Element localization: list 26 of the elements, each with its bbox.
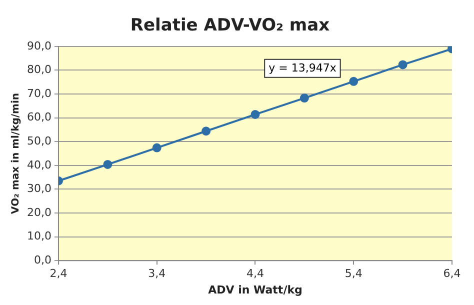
y-tick-label: 40,0 xyxy=(26,158,52,172)
y-tick-label: 50,0 xyxy=(26,134,52,148)
chart-title: Relatie ADV-VO₂ max xyxy=(130,16,330,36)
y-axis-title: VO₂ max in ml/kg/min xyxy=(10,93,22,214)
point xyxy=(152,143,162,152)
y-tick-label: 60,0 xyxy=(26,110,52,124)
point xyxy=(349,76,358,86)
y-tick-label: 0,0 xyxy=(34,253,52,266)
y-tick-label: 80,0 xyxy=(26,63,52,76)
x-tick-label: 3,4 xyxy=(148,267,166,280)
point xyxy=(103,160,112,169)
annotation: y = 13,947x xyxy=(268,61,337,74)
y-tick-label: 30,0 xyxy=(26,182,52,196)
x-tick-label: 5,4 xyxy=(344,267,362,280)
x-tick-label: 2,4 xyxy=(50,267,68,280)
y-tick-label: 70,0 xyxy=(26,86,52,100)
y-tick-label: 90,0 xyxy=(26,39,52,52)
x-tick-label: 4,4 xyxy=(246,267,264,280)
y-tick-label: 20,0 xyxy=(26,206,52,219)
x-axis-title: ADV in Watt/kg xyxy=(208,283,302,296)
point xyxy=(250,110,260,119)
point xyxy=(398,60,408,70)
y-tick-label: 10,0 xyxy=(26,230,52,243)
point xyxy=(300,94,309,103)
x-tick-label: 6,4 xyxy=(443,267,461,280)
point xyxy=(202,126,211,136)
